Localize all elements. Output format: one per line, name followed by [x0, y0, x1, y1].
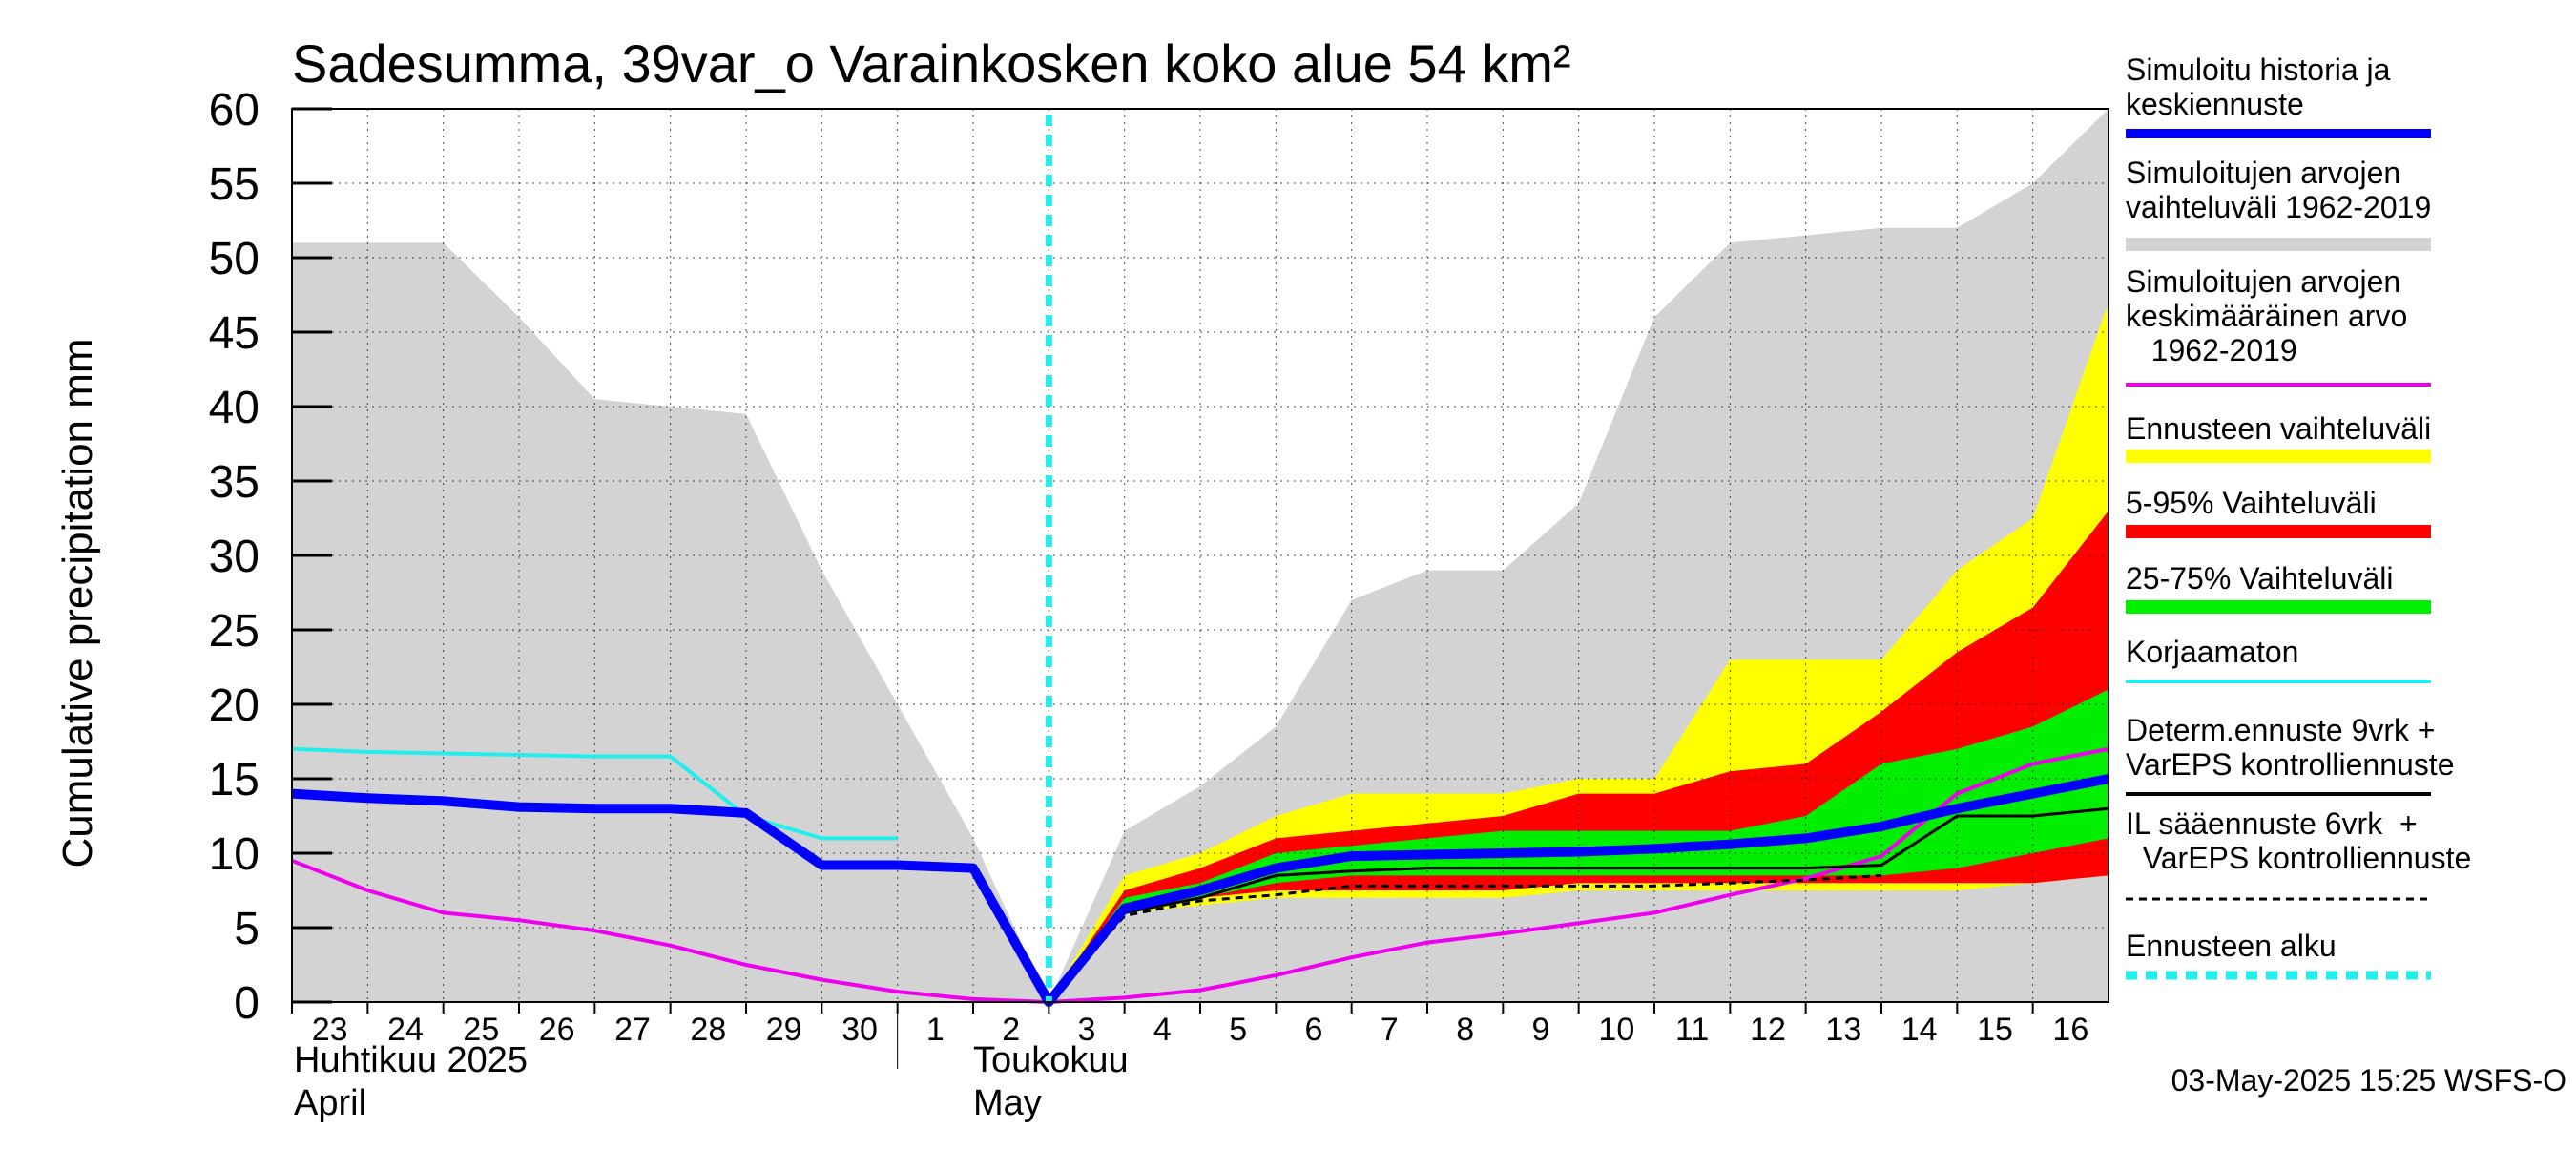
x-tick-label: 5	[1229, 1012, 1247, 1048]
y-tick-label: 15	[209, 755, 260, 805]
y-tick-label: 5	[234, 904, 260, 954]
grid-layer	[292, 109, 2109, 1002]
line-determ-forecast	[1048, 806, 2109, 1003]
line-sim-mean	[291, 746, 2109, 1005]
legend-label: VarEPS kontrolliennuste	[2126, 841, 2471, 875]
legend-label: Ennusteen alku	[2126, 929, 2337, 963]
month-label-may-fi: Toukokuu	[973, 1040, 1129, 1080]
line-layer	[291, 115, 2109, 1007]
y-tick-label: 45	[209, 308, 260, 359]
x-tick-label: 16	[2052, 1012, 2088, 1048]
x-tick-label: 28	[690, 1012, 726, 1048]
legend-label: Ennusteen vaihteluväli	[2126, 411, 2431, 446]
y-tick-label: 40	[209, 383, 260, 433]
x-tick-label: 30	[841, 1012, 878, 1048]
x-tick-label: 15	[1977, 1012, 2013, 1048]
x-tick-label: 8	[1456, 1012, 1474, 1048]
legend-item-uncorrected: Korjaamaton	[2126, 635, 2431, 683]
legend-item-p25-75: 25-75% Vaihteluväli	[2126, 561, 2431, 614]
y-tick-label: 30	[209, 532, 260, 582]
y-tick-label: 50	[209, 234, 260, 284]
x-tick-label: 14	[1901, 1012, 1938, 1048]
month-label-april-fi: Huhtikuu 2025	[294, 1040, 528, 1080]
x-tick-label: 29	[766, 1012, 802, 1048]
legend-item-il: IL sääennuste 6vrk + VarEPS kontrollienn…	[2126, 806, 2471, 901]
x-tick-label: 23	[312, 1012, 348, 1048]
legend-item-p5-95: 5-95% Vaihteluväli	[2126, 486, 2431, 538]
y-tick-label: 35	[209, 457, 260, 508]
x-tick-label: 11	[1675, 1012, 1709, 1048]
legend-item-determ: Determ.ennuste 9vrk +VarEPS kontrollienn…	[2126, 713, 2454, 796]
x-tick-label: 25	[463, 1012, 499, 1048]
x-tick-label: 1	[926, 1012, 945, 1048]
line-history-median	[291, 774, 2109, 1007]
legend-label: IL sääennuste 6vrk +	[2126, 806, 2418, 841]
y-tick-label: 55	[209, 159, 260, 210]
month-label-april-en: April	[294, 1083, 366, 1123]
x-tick-label: 2	[1002, 1012, 1020, 1048]
line-il-forecast	[1048, 873, 1882, 1003]
legend-label: Determ.ennuste 9vrk +	[2126, 713, 2436, 747]
x-tick-label: 26	[539, 1012, 575, 1048]
x-tick-label: 10	[1598, 1012, 1634, 1048]
y-axis-label: Cumulative precipitation mm	[54, 338, 101, 868]
chart-title: Sadesumma, 39var_o Varainkosken koko alu…	[292, 33, 1571, 94]
legend-label: Simuloitu historia ja	[2126, 52, 2391, 87]
y-tick-label: 25	[209, 606, 260, 657]
legend-label: 1962-2019	[2126, 333, 2297, 367]
x-tick-label: 4	[1153, 1012, 1172, 1048]
legend-item-forecast-range: Ennusteen vaihteluväli	[2126, 411, 2431, 463]
line-uncorrected	[291, 746, 898, 841]
x-tick-label: 9	[1532, 1012, 1550, 1048]
x-tick-label: 3	[1078, 1012, 1096, 1048]
x-tick-label: 12	[1750, 1012, 1786, 1048]
y-tick-label: 20	[209, 680, 260, 731]
legend-label: keskiennuste	[2126, 87, 2304, 121]
x-tick-label: 7	[1381, 1012, 1399, 1048]
legend-label: 25-75% Vaihteluväli	[2126, 561, 2393, 596]
legend-label: 5-95% Vaihteluväli	[2126, 486, 2377, 520]
legend-label: vaihteluväli 1962-2019	[2126, 190, 2431, 224]
x-tick-label: 6	[1305, 1012, 1323, 1048]
timestamp: 03-May-2025 15:25 WSFS-O	[2171, 1063, 2566, 1098]
x-tick-label: 13	[1825, 1012, 1861, 1048]
y-tick-label: 60	[209, 85, 260, 136]
legend-label: Simuloitujen arvojen	[2126, 264, 2400, 299]
band-p25-75	[1049, 689, 2109, 1002]
legend-label: VarEPS kontrolliennuste	[2126, 747, 2454, 782]
legend-label: keskimääräinen arvo	[2126, 299, 2407, 333]
month-label-may-en: May	[973, 1083, 1042, 1123]
x-tick-label: 24	[387, 1012, 424, 1048]
legend: Simuloitu historia jakeskiennusteSimuloi…	[2126, 52, 2471, 980]
y-tick-label: 0	[234, 978, 260, 1029]
x-tick-label: 27	[614, 1012, 651, 1048]
legend-label: Simuloitujen arvojen	[2126, 156, 2400, 190]
legend-item-forecast-start: Ennusteen alku	[2126, 929, 2431, 980]
legend-label: Korjaamaton	[2126, 635, 2298, 669]
y-tick-label: 10	[209, 829, 260, 880]
